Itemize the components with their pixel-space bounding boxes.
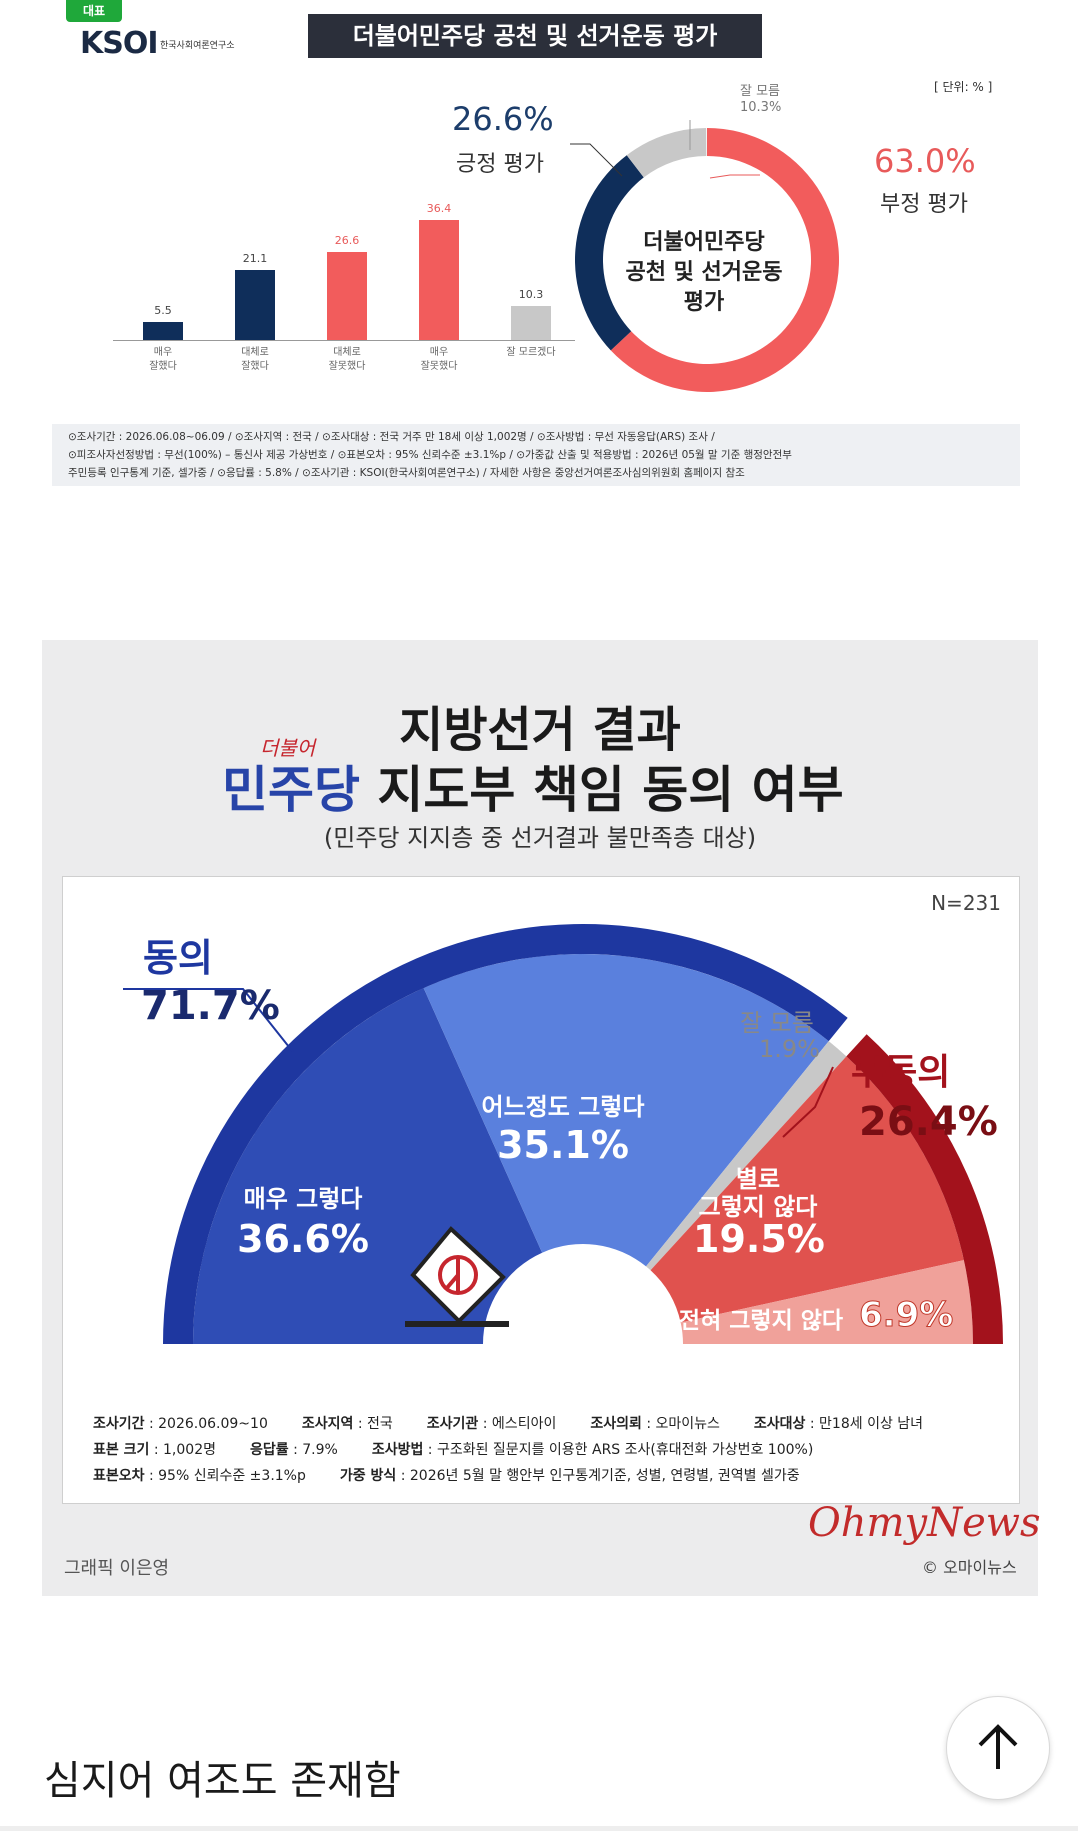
somewhat-agree-label: 어느정도 그렇다 <box>481 1093 645 1121</box>
footer-key: 표본오차 <box>93 1468 145 1484</box>
unknown-label: 잘 모름 <box>740 84 781 99</box>
bar <box>235 270 275 340</box>
bar-value-label: 21.1 <box>242 252 268 266</box>
bar-category-label: 잘 모르겠다 <box>506 347 556 358</box>
disagree-leader-line <box>782 1066 834 1138</box>
agree-leader-line <box>123 988 294 1053</box>
footer-value: : 전국 <box>353 1416 393 1432</box>
negative-slice <box>610 128 839 392</box>
bar-value-label: 10.3 <box>518 288 544 301</box>
footer-line: 표본오차 : 95% 신뢰수준 ±3.1%p 가중 방식 : 2026년 5월 말… <box>93 1465 993 1485</box>
negative-label: 부정 평가 <box>880 192 968 217</box>
footer-key: 조사의뢰 <box>590 1416 642 1432</box>
bar-value-label: 26.6 <box>334 234 360 248</box>
survey-footer: 조사기간 : 2026.06.09~10 조사지역 : 전국 조사기관 : 에스티아… <box>93 1413 993 1491</box>
footer-value: : 2026.06.09~10 <box>144 1416 268 1432</box>
unknown-slice <box>646 1041 847 1271</box>
half-donut-chart-panel: N=231 동의 71.7% 잘 모름 1.9% 부동의 26.4% 매우 그렇… <box>62 876 1020 1504</box>
footer-key: 조사대상 <box>753 1416 806 1432</box>
survey-notes: ⊙조사기간 : 2026.06.08~06.09 / ⊙조사지역 : 전국 / … <box>52 424 1020 486</box>
bar-category-label: 매우 잘했다 <box>149 347 177 372</box>
post-caption: 심지어 여조도 존재함 <box>44 1758 401 1804</box>
ohmynews-logo: OhmyNews <box>808 1500 1041 1546</box>
bar-category-label: 대체로 잘했다 <box>241 347 269 372</box>
agree-label: 동의 <box>143 936 213 980</box>
copyright: © 오마이뉴스 <box>922 1558 1017 1577</box>
disagree-label: 부동의 <box>851 1052 951 1093</box>
somewhat-agree-value: 35.1% <box>497 1123 629 1167</box>
footer-key: 조사방법 <box>371 1442 424 1458</box>
bar-category-label: 매우 잘못했다 <box>420 347 458 372</box>
bottom-divider <box>0 1826 1078 1831</box>
graphic-credit: 그래픽 이은영 <box>64 1558 170 1579</box>
footer-line: 표본 크기 : 1,002명 응답률 : 7.9% 조사방법 : 구조화된 질문지를… <box>93 1439 993 1459</box>
footer-value: : 만18세 이상 남녀 <box>805 1416 924 1432</box>
footer-value: : 구조화된 질문지를 이용한 ARS 조사(휴대전화 가상번호 100%) <box>423 1442 814 1458</box>
not-at-all-label: 전혀 그렇지 않다 <box>678 1308 844 1334</box>
footer-value: : 7.9% <box>288 1442 338 1458</box>
not-at-all-slice <box>680 1260 973 1344</box>
scroll-to-top-button[interactable] <box>946 1696 1050 1800</box>
footer-key: 조사지역 <box>301 1416 354 1432</box>
unknown-value: 10.3% <box>740 100 782 115</box>
ksoi-logo: KSOI <box>80 26 159 61</box>
not-at-all-value: 6.9% <box>859 1295 954 1336</box>
bar <box>327 252 367 340</box>
not-much-value: 19.5% <box>693 1217 825 1261</box>
footer-key: 조사기관 <box>426 1416 479 1432</box>
graphic-title: 더불어민주당 공천 및 선거운동 평가 <box>308 14 762 58</box>
bar-value-label: 36.4 <box>426 201 452 215</box>
footer-key: 표본 크기 <box>93 1442 150 1458</box>
footer-value: : 2026년 5월 말 행안부 인구통계기준, 성별, 연령별, 권역별 셀가… <box>396 1468 800 1484</box>
unknown-slice <box>626 128 707 178</box>
sample-size: N=231 <box>931 891 1001 915</box>
not-much-slice <box>650 1056 964 1323</box>
footer-value: : 오마이뉴스 <box>641 1416 720 1432</box>
footer-value: : 95% 신뢰수준 ±3.1%p <box>144 1468 306 1484</box>
unknown-label: 잘 모름 <box>740 1009 814 1037</box>
positive-slice <box>575 155 644 351</box>
graphic-title-line2: 민주당 지도부 책임 동의 여부 <box>222 761 844 819</box>
bar <box>511 306 551 340</box>
representative-badge: 대표 <box>66 0 122 22</box>
bar-category-label: 대체로 잘못했다 <box>328 347 366 372</box>
footer-value: : 1,002명 <box>149 1442 216 1458</box>
donut-chart <box>570 120 839 392</box>
donut-center-label: 더불어민주당 공천 및 선거운동 평가 <box>625 230 783 315</box>
bar <box>419 219 459 340</box>
graphic-subtitle: (민주당 지지층 중 선거결과 불만족층 대상) <box>323 824 757 852</box>
very-agree-value: 36.6% <box>237 1217 369 1261</box>
graphic-title-line1: 지방선거 결과 <box>399 702 681 758</box>
half-donut-chart <box>123 924 1003 1344</box>
footer-value: : 에스티아이 <box>478 1416 557 1432</box>
negative-value: 63.0% <box>874 142 976 180</box>
disagree-value: 26.4% <box>859 1099 998 1145</box>
positive-value: 26.6% <box>452 100 554 138</box>
arrow-up-icon <box>978 1724 1018 1769</box>
agree-value: 71.7% <box>141 983 280 1029</box>
disagree-outer-arc <box>846 1034 1003 1344</box>
agree-outer-arc <box>163 924 848 1344</box>
ksoi-logo-subtitle: 한국사회여론연구소 <box>160 41 235 51</box>
not-much-label-2: 그렇지 않다 <box>698 1193 818 1221</box>
bar-chart-axis <box>113 340 575 341</box>
positive-leader-line <box>570 143 623 177</box>
footer-key: 가중 방식 <box>339 1468 397 1484</box>
footer-line: 조사기간 : 2026.06.09~10 조사지역 : 전국 조사기관 : 에스티아… <box>93 1413 993 1433</box>
footer-key: 조사기간 <box>93 1416 145 1432</box>
not-much-label-1: 별로 <box>735 1165 781 1193</box>
ohmynews-poll-graphic: 지방선거 결과 더불어 민주당 지도부 책임 동의 여부 (민주당 지지층 중 … <box>42 640 1041 1596</box>
unknown-value: 1.9% <box>759 1035 820 1063</box>
very-agree-label: 매우 그렇다 <box>243 1185 363 1213</box>
positive-label: 긍정 평가 <box>456 152 544 177</box>
somewhat-agree-slice <box>423 954 829 1267</box>
negative-leader-line <box>709 174 760 179</box>
unit-label: [ 단위: % ] <box>934 80 993 94</box>
ksoi-poll-graphic: 대표 KSOI 한국사회여론연구소 더불어민주당 공천 및 선거운동 평가 [ … <box>0 0 1078 490</box>
bar-value-label: 5.5 <box>154 303 172 317</box>
handwritten-annotation: 더불어 <box>260 736 316 760</box>
bar <box>143 321 183 340</box>
ballot-icon <box>405 1226 509 1327</box>
footer-key: 응답률 <box>249 1442 289 1458</box>
